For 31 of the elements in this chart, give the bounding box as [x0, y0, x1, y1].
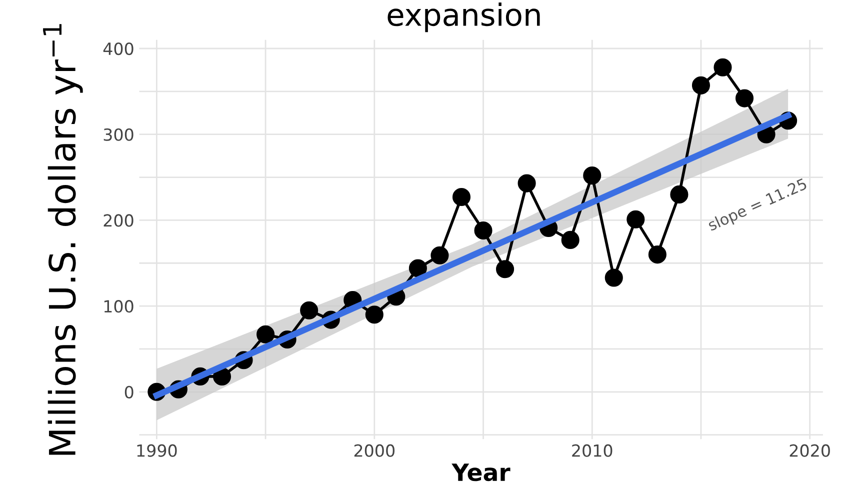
point [365, 306, 384, 324]
point [496, 260, 514, 278]
point [735, 89, 754, 108]
point [604, 268, 623, 287]
point [212, 367, 232, 386]
point [452, 188, 471, 206]
point [648, 246, 666, 264]
point [256, 325, 275, 344]
y-tick-label: 200 [104, 214, 134, 227]
point [670, 185, 688, 204]
point [474, 221, 492, 240]
y-tick-label: 400 [103, 42, 134, 56]
x-tick-label: 2020 [790, 444, 830, 457]
point [583, 166, 602, 185]
y-tick-label: 0 [124, 386, 134, 398]
point [714, 58, 732, 76]
point [561, 230, 580, 249]
y-axis-title: Millions U.S. dollars yr$^{−1}$ [43, 24, 83, 455]
point [626, 210, 645, 228]
y-tick-label: 100 [104, 300, 134, 313]
point [518, 174, 536, 192]
y-tick-label: 300 [104, 128, 134, 141]
point [408, 259, 427, 278]
x-axis-title: Year [452, 464, 510, 482]
point [692, 76, 710, 94]
x-tick-label: 2000 [354, 444, 394, 457]
x-tick-label: 1990 [137, 444, 177, 457]
point [300, 301, 318, 320]
point [430, 246, 449, 264]
x-tick-label: 2010 [572, 444, 612, 457]
chart-title: expansion [388, 2, 540, 32]
